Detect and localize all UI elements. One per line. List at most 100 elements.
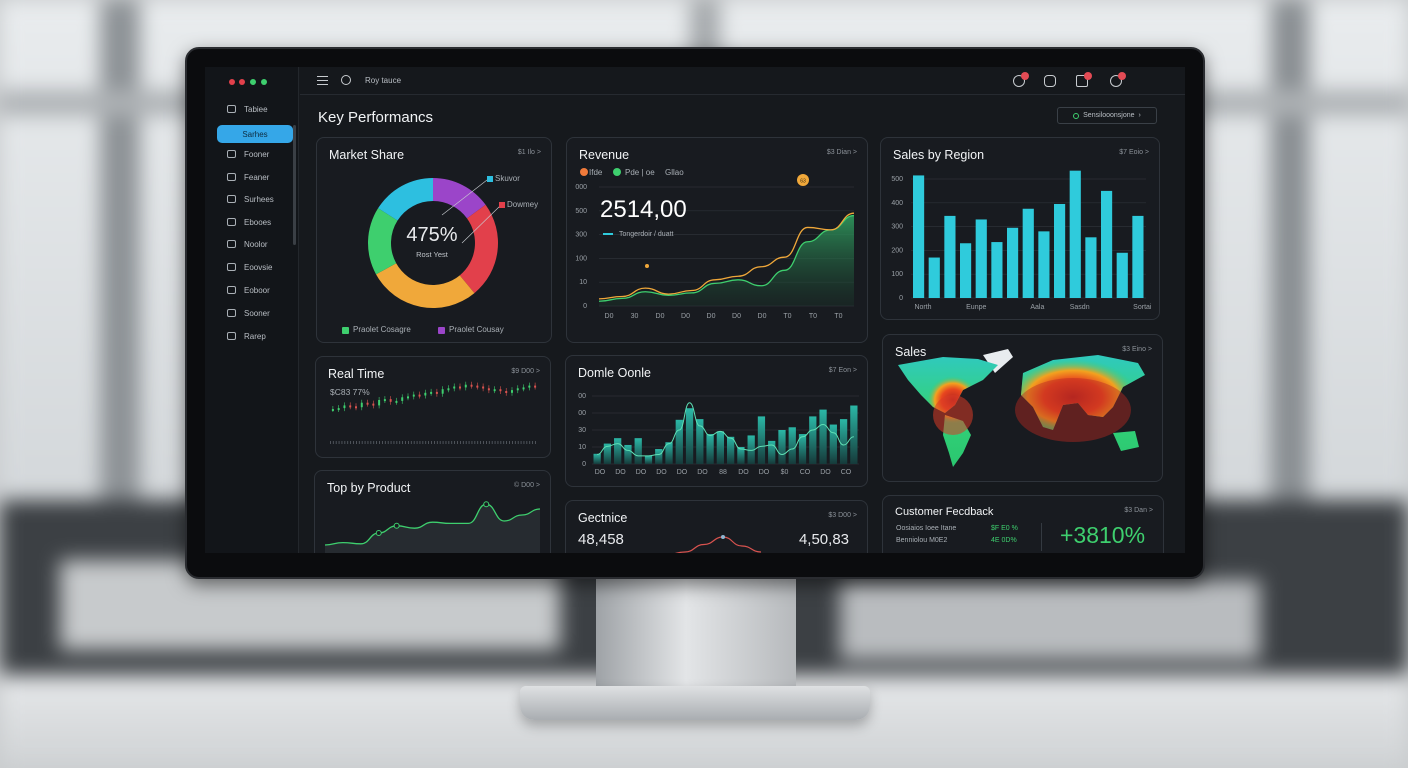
region-bar [1038,231,1050,298]
monitor-stand-base [520,686,870,720]
window-minimize-dot[interactable] [239,79,245,85]
y-tick-label: 300 [891,224,903,231]
legend-item: Gllao [665,168,684,177]
sidebar-item-sooner[interactable]: Sooner [217,304,293,322]
card-menu[interactable]: $3 Eino > [1122,346,1152,353]
chat-icon[interactable] [1110,72,1126,87]
monitor-stand-neck [596,578,796,690]
y-tick-label: 00 [578,410,586,417]
inbox-icon[interactable] [1076,72,1092,87]
region-bar [1007,227,1019,298]
time-tick [497,441,499,444]
candle-body [360,402,363,408]
card-menu[interactable]: $1 Ilo > [517,149,541,156]
sidebar-item-fooner[interactable]: Fooner [217,145,293,163]
time-tick [387,441,389,444]
domle-bar [706,434,714,464]
x-tick-label: DO [656,469,667,476]
domle-bar [778,430,786,464]
domle-bar [809,416,817,464]
y-tick-label: 200 [891,247,903,254]
time-tick [422,441,424,444]
card-menu[interactable]: $7 Eon > [828,367,857,374]
x-tick-label: DO [697,469,708,476]
region-bar [1085,237,1097,298]
x-tick-label: T0 [834,313,842,320]
sidebar-item-label: Rarep [244,331,266,341]
card-menu[interactable]: $9 D00 > [511,368,540,375]
time-tick [408,441,409,444]
legend-swatch [342,327,349,334]
y-tick-label: 10 [579,279,587,286]
time-tick [488,441,490,444]
domle-bar [768,440,776,464]
x-tick-label: DO [636,469,647,476]
time-tick [509,441,510,444]
x-tick-label: Sasdn [1070,304,1090,311]
callout-label: Dowmey [507,200,539,209]
domle-bar [614,438,622,464]
sidebar-item-surhees[interactable]: Surhees [217,190,293,208]
domle-bar [696,419,704,464]
action-button[interactable]: Sensilooonsjone › [1057,107,1157,124]
window-zoom-dot[interactable] [250,79,256,85]
sidebar-item-rarep[interactable]: Rarep [217,327,293,345]
legend-swatch [438,327,445,334]
card-menu[interactable]: $3 Dan > [1124,507,1153,514]
time-tick [413,441,415,444]
bell-icon[interactable] [1013,72,1029,87]
domle-bar [747,435,755,464]
domle-bar [757,416,766,464]
search-icon[interactable] [341,75,351,85]
domle-bar [819,409,827,464]
candle-body [505,391,508,393]
gectnice-line [675,536,762,553]
window-dot[interactable] [261,79,267,85]
candle-body [412,394,415,397]
domle-bar [788,427,796,464]
time-tick [350,441,352,444]
card-menu[interactable]: $3 Dian > [826,149,857,156]
sidebar-item-tabiee[interactable]: Tabiee [217,100,293,118]
sidebar-item-eoboor[interactable]: Eoboor [217,281,293,299]
left-value: 48,458 [578,531,624,548]
time-tick [338,441,340,444]
region-bar [1022,208,1034,298]
search-input[interactable]: Roy tauce [365,76,402,85]
candle-body [355,406,357,409]
x-tick-label: CO [800,469,811,476]
candle-body [499,389,502,392]
card-title: Real Time [328,367,385,381]
sidebar: Tabiee Sarhes Fooner Feaner Surhees Ebooes Noo… [205,67,299,553]
card-menu[interactable]: $3 D00 > [828,512,857,519]
sidebar-item-eoovsie[interactable]: Eoovsie [217,258,293,276]
sidebar-item-sarhes[interactable]: Sarhes [217,125,293,143]
domle-bar [593,453,601,464]
sidebar-scrollbar[interactable] [293,125,296,245]
revenue-value: 2514,00 [600,196,687,223]
x-tick-label: DO [759,469,770,476]
sidebar-item-feaner[interactable]: Feaner [217,168,293,186]
sidebar-item-ebooes[interactable]: Ebooes [217,213,293,231]
time-tick [465,441,467,444]
sidebar-item-noolor[interactable]: Noolor [217,235,293,253]
card-menu[interactable]: © D00 > [514,482,540,489]
card-menu[interactable]: $7 Eoio > [1119,149,1149,156]
gear-icon [227,218,236,226]
y-tick-label: 30 [578,427,586,434]
y-tick-label: 0 [583,303,587,310]
domle-bar [829,424,837,464]
domle-bar [644,455,653,464]
time-tick [439,441,441,444]
window-close-dot[interactable] [229,79,235,85]
time-tick [396,441,398,444]
grid-icon [227,173,236,181]
domle-bar [850,405,858,464]
card-title: Customer Fecdback [895,506,994,518]
user-icon[interactable] [1044,75,1056,87]
x-tick-label: D0 [758,313,767,320]
menu-icon[interactable] [317,76,328,85]
time-tick [361,441,363,444]
time-tick [532,441,534,444]
feedback-row-label: Oosiaios Ioee Itane [896,525,957,532]
